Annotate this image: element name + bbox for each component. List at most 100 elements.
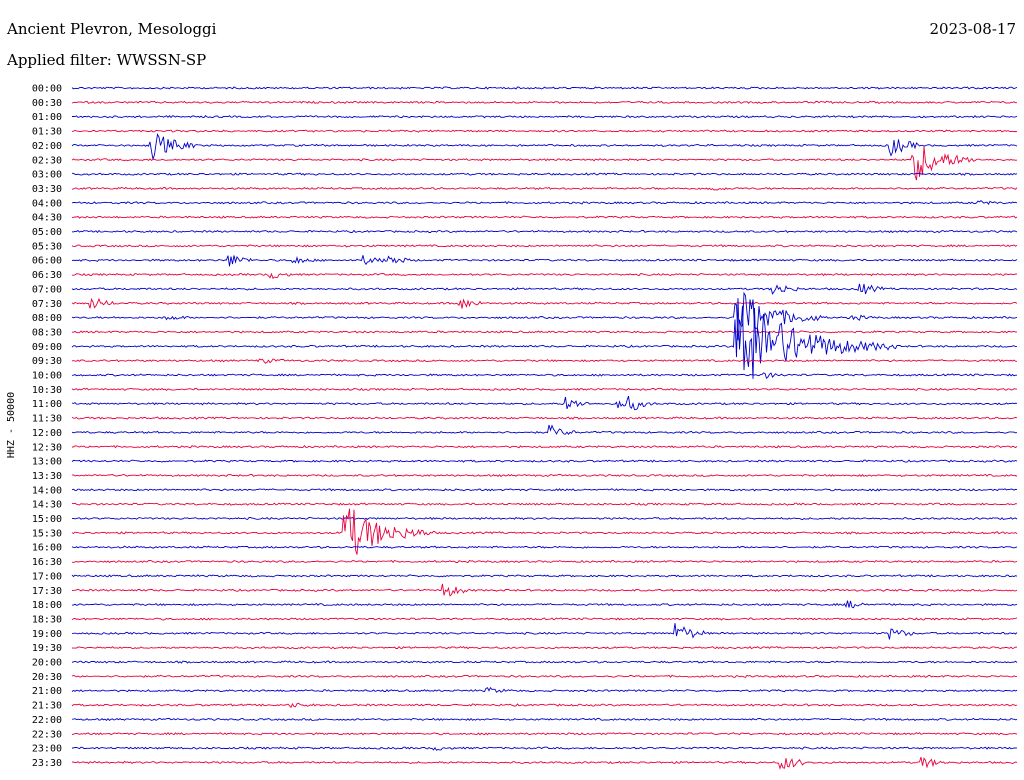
tick-label-0400: 04:00 (32, 198, 62, 209)
tick-label-0830: 08:30 (32, 327, 62, 338)
tick-label-2300: 23:00 (32, 744, 62, 755)
tick-label-1830: 18:30 (32, 614, 62, 625)
trace-0330 (71, 186, 1018, 191)
tick-label-1130: 11:30 (32, 414, 62, 425)
trace-1700 (71, 574, 1018, 578)
tick-label-2330: 23:30 (32, 758, 62, 769)
tick-label-0500: 05:00 (32, 227, 62, 238)
tick-label-1700: 17:00 (32, 571, 62, 582)
trace-0530 (71, 244, 1018, 248)
tick-label-1900: 19:00 (32, 629, 62, 640)
station-title: Ancient Plevron, Mesologgi (7, 20, 217, 38)
trace-1330 (71, 473, 1018, 478)
trace-0930 (71, 358, 1018, 364)
tick-label-0530: 05:30 (32, 241, 62, 252)
trace-2130 (71, 702, 1018, 709)
tick-label-0700: 07:00 (32, 284, 62, 295)
tick-label-1930: 19:30 (32, 643, 62, 654)
tick-label-1300: 13:00 (32, 457, 62, 468)
trace-2100 (71, 686, 1018, 693)
trace-1530 (71, 508, 1018, 555)
trace-0030 (71, 100, 1017, 104)
trace-1900 (71, 623, 1018, 640)
trace-1930 (71, 646, 1018, 650)
trace-2000 (71, 660, 1018, 664)
trace-2300 (72, 746, 1018, 751)
trace-group (71, 86, 1018, 770)
tick-label-1800: 18:00 (32, 600, 62, 611)
trace-0730 (71, 297, 1018, 309)
trace-2030 (71, 674, 1018, 678)
tick-label-0300: 03:00 (32, 170, 62, 181)
trace-1200 (71, 424, 1018, 435)
trace-0000 (71, 86, 1018, 90)
tick-label-0900: 09:00 (32, 342, 62, 353)
trace-2330 (71, 756, 1018, 770)
tick-label-1400: 14:00 (32, 485, 62, 496)
trace-1800 (72, 600, 1018, 609)
trace-1030 (71, 387, 1018, 392)
tick-label-1230: 12:30 (32, 442, 62, 453)
trace-2230 (71, 732, 1018, 736)
tick-label-0030: 00:30 (32, 98, 62, 109)
tick-label-0100: 01:00 (32, 112, 62, 123)
trace-1230 (72, 445, 1018, 449)
trace-1130 (71, 416, 1018, 420)
tick-label-0200: 02:00 (32, 141, 62, 152)
tick-label-0230: 02:30 (32, 155, 62, 166)
trace-0230 (71, 146, 1018, 181)
filter-label: Applied filter: WWSSN-SP (7, 51, 207, 69)
trace-1730 (72, 583, 1018, 597)
trace-1830 (71, 617, 1018, 621)
tick-label-0600: 06:00 (32, 256, 62, 267)
trace-2200 (71, 717, 1018, 722)
tick-label-0130: 01:30 (32, 127, 62, 138)
tick-label-0730: 07:30 (32, 299, 62, 310)
tick-label-1030: 10:30 (32, 385, 62, 396)
trace-0830 (71, 330, 1017, 334)
tick-label-2000: 20:00 (32, 658, 62, 669)
tick-label-2030: 20:30 (32, 672, 62, 683)
trace-0100 (72, 114, 1018, 119)
tick-label-2200: 22:00 (32, 715, 62, 726)
trace-1600 (71, 545, 1018, 549)
trace-0630 (72, 272, 1018, 280)
y-axis-label: HHZ - 50000 (6, 392, 17, 458)
trace-0800 (71, 291, 1018, 341)
tick-label-2130: 21:30 (32, 701, 62, 712)
tick-label-0000: 00:00 (32, 84, 62, 95)
trace-1300 (71, 459, 1018, 463)
trace-0430 (71, 215, 1018, 219)
tick-label-2100: 21:00 (32, 686, 62, 697)
trace-1000 (71, 372, 1017, 379)
tick-label-1600: 16:00 (32, 543, 62, 554)
trace-0500 (71, 229, 1018, 234)
tick-label-1100: 11:00 (32, 399, 62, 410)
trace-1630 (71, 559, 1018, 564)
trace-1500 (71, 516, 1018, 521)
tick-label-0630: 06:30 (32, 270, 62, 281)
tick-label-1200: 12:00 (32, 428, 62, 439)
trace-0600 (71, 255, 1018, 267)
record-date: 2023-08-17 (929, 20, 1016, 38)
trace-0400 (71, 200, 1018, 206)
tick-label-0330: 03:30 (32, 184, 62, 195)
tick-label-1430: 14:30 (32, 500, 62, 511)
trace-0700 (71, 283, 1018, 295)
time-tick-labels: 00:00 00:30 01:00 01:30 02:00 02:30 03:00 03:30… (32, 84, 62, 769)
trace-0200 (71, 133, 1018, 160)
tick-label-1730: 17:30 (32, 586, 62, 597)
tick-label-2230: 22:30 (32, 729, 62, 740)
tick-label-1000: 10:00 (32, 371, 62, 382)
tick-label-0430: 04:30 (32, 213, 62, 224)
tick-label-1530: 15:30 (32, 528, 62, 539)
trace-1400 (71, 488, 1018, 492)
tick-label-1500: 15:00 (32, 514, 62, 525)
tick-label-0930: 09:30 (32, 356, 62, 367)
trace-0130 (71, 129, 1018, 133)
trace-0900 (71, 298, 1018, 379)
trace-1100 (71, 395, 1018, 411)
trace-0300 (72, 172, 1018, 176)
trace-1430 (71, 502, 1018, 506)
